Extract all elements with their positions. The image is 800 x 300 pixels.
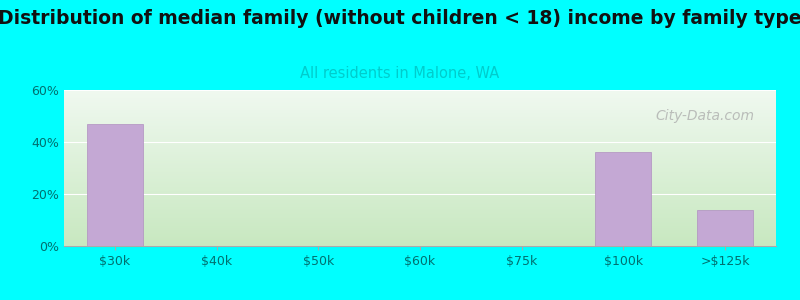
- Text: All residents in Malone, WA: All residents in Malone, WA: [300, 66, 500, 81]
- Text: City-Data.com: City-Data.com: [656, 109, 754, 123]
- Bar: [595, 152, 651, 246]
- Bar: [87, 124, 143, 246]
- Text: Distribution of median family (without children < 18) income by family type: Distribution of median family (without c…: [0, 9, 800, 28]
- Bar: [697, 210, 753, 246]
